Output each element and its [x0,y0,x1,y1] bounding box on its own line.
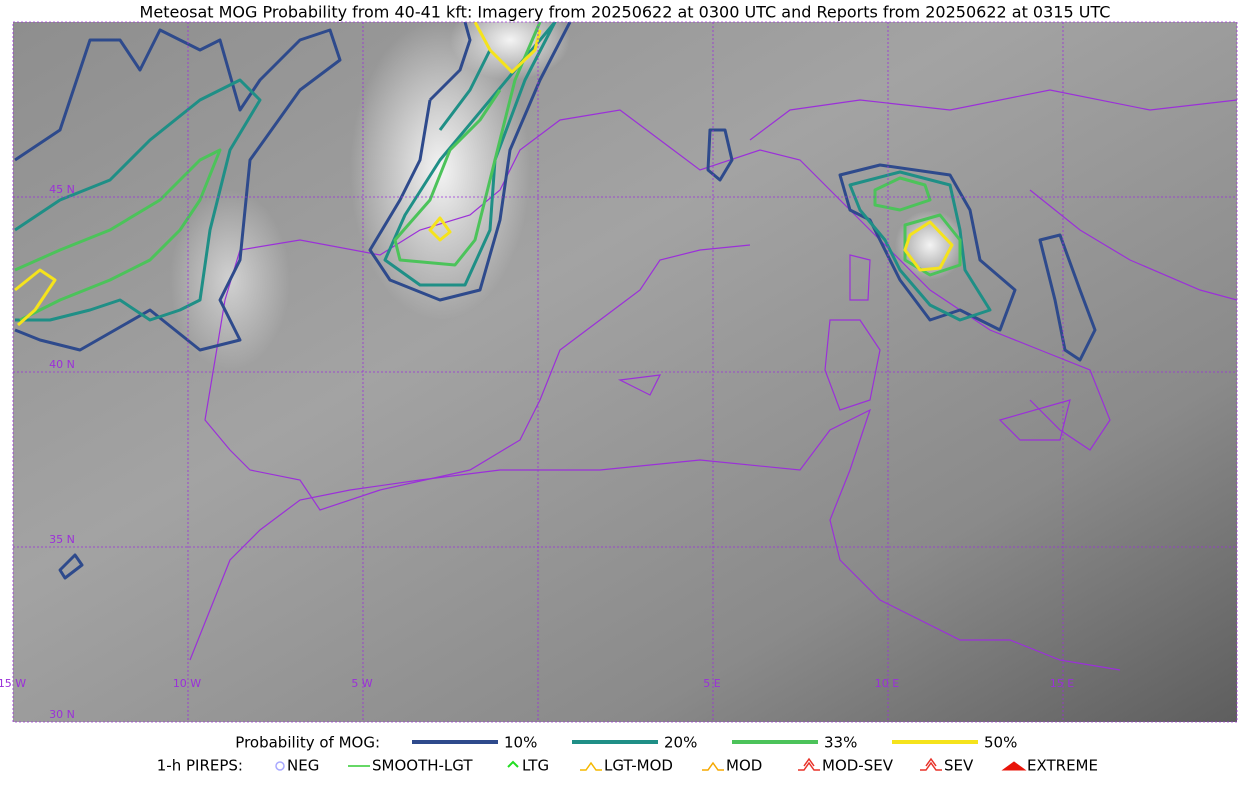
legend-label: LTG [522,757,549,775]
contour-20 [14,78,262,322]
graticule-labels: 45 N 40 N 35 N 30 N 15 W 10 W 5 W 5 E 10 E 15 E [0,21,1238,723]
border [749,89,1237,141]
lon-label: 5 W [351,677,372,690]
coastline [849,254,871,301]
contour-10 [14,28,342,352]
legend-label: MOD [726,757,762,775]
contour-50 [428,216,452,242]
contour-50 [14,268,57,327]
coastline [998,399,1071,441]
contour-10 [706,128,734,182]
contour-20 [383,22,557,287]
lat-label: 35 N [49,533,75,546]
contour-33 [14,148,222,322]
legend-label: 20% [664,734,697,752]
map-frame [12,21,1238,723]
lon-label: 5 E [703,677,720,690]
contour-33 [393,22,542,267]
legend-label: LGT-MOD [604,757,673,775]
pirep-symbol [507,760,519,768]
legend-label: 33% [824,734,857,752]
contours [14,22,1097,580]
graticule [13,22,1237,722]
pirep-symbol [275,761,285,771]
pirep-symbol [920,757,942,771]
legend-label: SEV [944,757,974,775]
coastline [204,244,751,511]
coastline [824,319,881,411]
contour-33 [873,176,962,277]
legend-label: 50% [984,734,1017,752]
contour-10 [1038,233,1097,362]
pirep-symbol [798,757,820,771]
title: Meteosat MOG Probability from 40-41 kft:… [140,3,1111,22]
legend-label: EXTREME [1027,757,1098,775]
legend-label: 10% [504,734,537,752]
coastline [1029,189,1237,301]
lon-label: 10 E [875,677,899,690]
pirep-symbol [702,761,724,771]
cloud [450,22,570,80]
legend-label: NEG [287,757,319,775]
contour-10 [58,553,84,580]
coastline [617,374,662,396]
map [13,22,1237,722]
legend: Probability of MOG: 10% 20% 33% 50% 1-h PIREP… [157,734,1098,775]
lon-label: 15 E [1050,677,1074,690]
contour-50 [903,220,954,272]
coastlines [189,89,1237,671]
coastline [224,109,1111,451]
coastline [189,408,1121,671]
contour-10 [368,22,572,302]
pirep-symbol [1001,761,1027,771]
lat-label: 45 N [49,183,75,196]
contour-20 [848,170,992,322]
lat-label: 30 N [49,708,75,721]
legend-label: SMOOTH-LGT [372,757,473,775]
legend-title: Probability of MOG: [235,734,380,752]
legend-title: 1-h PIREPS: [157,757,243,775]
lon-label: 15 W [0,677,26,690]
lat-label: 40 N [49,358,75,371]
contour-50 [473,22,542,74]
legend-label: MOD-SEV [822,757,894,775]
pirep-symbol [580,761,602,771]
lon-label: 10 W [173,677,201,690]
